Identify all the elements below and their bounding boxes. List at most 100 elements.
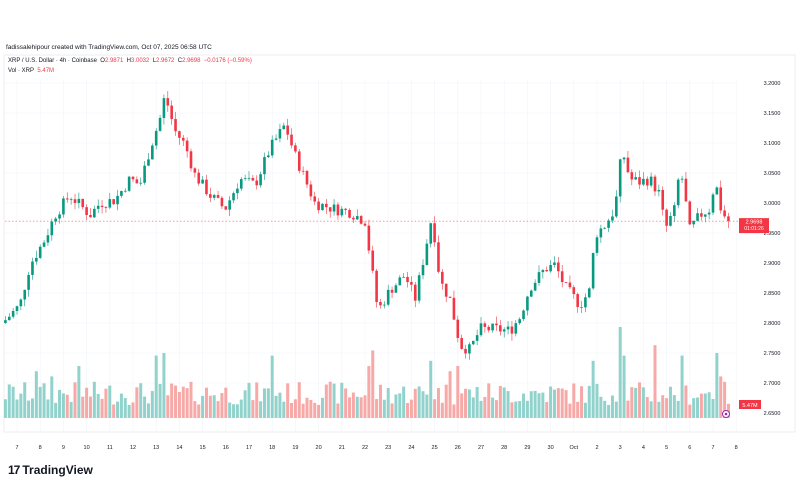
volume-bar	[591, 360, 595, 418]
candle-body	[487, 326, 491, 331]
candle-body	[212, 195, 216, 198]
candle-body	[676, 179, 680, 206]
volume-bar	[444, 384, 448, 418]
volume-bar	[355, 396, 359, 418]
volume-bar	[38, 386, 42, 418]
candle-body	[479, 323, 483, 336]
candle-body	[653, 176, 657, 192]
candle-body	[154, 130, 158, 146]
candle-body	[162, 98, 166, 118]
x-tick-label: 8	[39, 445, 42, 451]
candle-body	[89, 215, 92, 218]
candle-body	[518, 319, 521, 324]
x-tick-label: 16	[223, 445, 229, 451]
candle-body	[344, 208, 347, 210]
candle-body	[603, 227, 607, 229]
candle-body	[417, 275, 421, 301]
volume-bar	[610, 395, 614, 418]
volume-bar	[413, 388, 417, 418]
x-tick-label: 14	[176, 445, 182, 451]
volume-bar	[212, 395, 216, 418]
volume-bar	[514, 401, 518, 418]
candle-body	[62, 198, 65, 215]
candle-body	[560, 271, 564, 283]
volume-label[interactable]: Vol · XRP	[8, 68, 35, 74]
volume-value: 5.47M	[37, 68, 55, 74]
candle-body	[549, 265, 552, 272]
candle-body	[421, 265, 425, 276]
volume-bar	[568, 403, 572, 418]
candle-body	[232, 193, 235, 201]
candle-body	[359, 216, 363, 224]
candle-body	[209, 194, 212, 198]
volume-bar	[634, 387, 638, 418]
volume-bar	[297, 382, 301, 418]
x-tick-label: 24	[408, 445, 414, 451]
volume-bar	[65, 394, 69, 418]
brand-name: TradingView	[22, 463, 93, 477]
volume-bar	[27, 400, 31, 418]
volume-bar	[456, 366, 460, 418]
volume-bar	[177, 392, 181, 418]
volume-bar	[653, 345, 657, 418]
volume-bar	[363, 395, 367, 418]
volume-bar	[7, 384, 11, 418]
candle-body	[622, 157, 626, 160]
volume-bar	[189, 381, 193, 418]
candle-body	[294, 145, 297, 152]
x-tick-label: 6	[688, 445, 691, 451]
tradingview-logo[interactable]: 17 TradingView	[8, 463, 93, 477]
volume-bar	[375, 399, 379, 418]
x-tick-label: 19	[292, 445, 298, 451]
candle-body	[537, 272, 541, 283]
volume-bar	[235, 404, 239, 418]
symbol-legend: XRP / U.S. Dollar · 4h · Coinbase O2.987…	[8, 58, 252, 64]
volume-bar	[452, 404, 456, 418]
candle-body	[576, 294, 579, 307]
high-value: 3.0032	[131, 58, 150, 64]
volume-bar	[630, 387, 634, 418]
candle-body	[688, 201, 692, 225]
candle-body	[383, 304, 386, 306]
volume-bar	[301, 403, 305, 418]
candle-body	[591, 252, 595, 289]
candle-body	[703, 214, 707, 217]
candle-body	[529, 290, 533, 297]
y-tick-label: 3.0500	[764, 171, 781, 177]
volume-bar	[580, 386, 584, 418]
volume-bar	[320, 397, 324, 418]
volume-bar	[340, 382, 344, 418]
candle-body	[707, 212, 711, 215]
candle-body	[81, 198, 85, 208]
volume-bar	[143, 396, 147, 418]
candle-body	[85, 207, 88, 216]
x-tick-label: 8	[735, 445, 738, 451]
volume-bar	[556, 388, 560, 418]
volume-bar	[599, 396, 603, 418]
candle-body	[568, 282, 572, 288]
candle-body	[394, 285, 398, 293]
event-marker-icon[interactable]	[722, 410, 730, 418]
candle-body	[305, 170, 309, 185]
candle-body	[441, 271, 444, 284]
volume-bar	[262, 388, 266, 418]
volume-bar	[541, 392, 545, 418]
candle-body	[638, 177, 641, 185]
candle-body	[352, 217, 355, 220]
volume-bar	[545, 402, 549, 418]
current-price-tag: 2.9698 01:01:26	[739, 218, 769, 234]
candle-body	[483, 323, 487, 327]
x-tick-label: 30	[548, 445, 554, 451]
y-tick-label: 2.9500	[764, 231, 781, 237]
symbol-title[interactable]: XRP / U.S. Dollar · 4h · Coinbase	[8, 58, 97, 64]
x-tick-label: 29	[524, 445, 530, 451]
volume-bar	[139, 383, 143, 418]
volume-bar	[278, 392, 282, 418]
volume-bar	[92, 381, 96, 418]
volume-bar	[479, 400, 483, 418]
volume-bar	[421, 391, 425, 418]
candle-body	[274, 138, 278, 140]
volume-bar	[247, 382, 251, 418]
candle-body	[174, 119, 177, 132]
